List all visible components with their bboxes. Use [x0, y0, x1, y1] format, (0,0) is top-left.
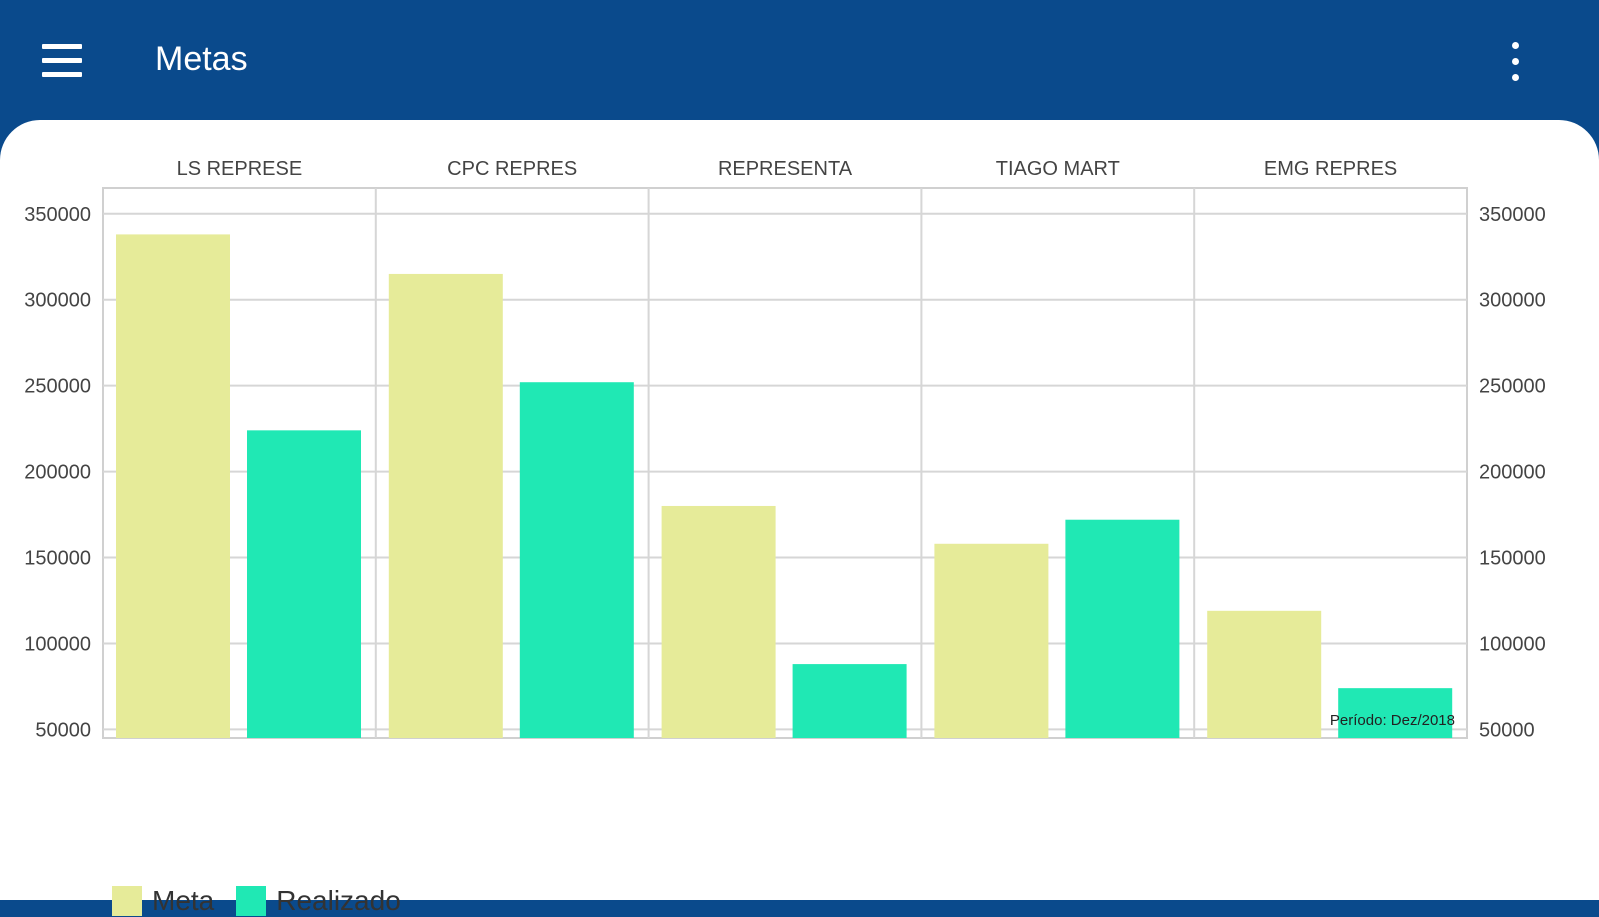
- legend-item-realizado[interactable]: Realizado: [236, 885, 401, 917]
- chart-legend: Meta Realizado: [112, 885, 423, 917]
- y-tick-label-right: 200000: [1479, 462, 1546, 484]
- legend-swatch-meta: [112, 886, 142, 916]
- y-tick-label-left: 200000: [24, 462, 91, 484]
- more-vert-icon[interactable]: [1500, 40, 1530, 84]
- bar-chart: 50000 50000 100000 100000 150000 150000 200000…: [24, 158, 1546, 741]
- y-tick-label-right: 100000: [1479, 633, 1546, 655]
- y-tick-label-left: 150000: [24, 548, 91, 570]
- legend-swatch-realizado: [236, 886, 267, 916]
- y-tick-label-left: 250000: [24, 376, 91, 398]
- bar-realizado-2: [792, 664, 907, 738]
- y-tick-label-right: 350000: [1479, 204, 1546, 226]
- page-title: Metas: [155, 40, 248, 78]
- legend-label-realizado: Realizado: [276, 885, 401, 916]
- bar-meta-4: [1207, 610, 1322, 738]
- y-tick-label-right: 50000: [1479, 719, 1535, 741]
- bar-meta-1: [388, 273, 503, 738]
- legend-item-meta[interactable]: Meta: [112, 885, 214, 917]
- chart-card: 50000 50000 100000 100000 150000 150000 200000…: [0, 120, 1599, 916]
- bar-meta-0: [116, 234, 230, 738]
- period-annotation: Período: Dez/2018: [1330, 712, 1455, 729]
- y-tick-label-right: 150000: [1479, 548, 1546, 570]
- bar-meta-2: [661, 505, 776, 738]
- category-label: REPRESENTA: [718, 158, 853, 180]
- legend-label-meta: Meta: [152, 885, 215, 916]
- y-tick-label-left: 50000: [35, 719, 91, 741]
- category-label: LS REPRESE: [177, 158, 303, 180]
- y-tick-label-right: 250000: [1479, 376, 1546, 398]
- y-tick-label-left: 300000: [24, 290, 91, 312]
- y-tick-label-left: 100000: [24, 633, 91, 655]
- category-label: CPC REPRES: [447, 158, 577, 180]
- y-tick-label-left: 350000: [24, 204, 91, 226]
- bar-realizado-3: [1065, 519, 1180, 738]
- category-label: EMG REPRES: [1264, 158, 1397, 180]
- app-bar: Metas: [0, 0, 1599, 125]
- category-label: TIAGO MART: [996, 158, 1120, 180]
- bar-realizado-4: [1338, 688, 1453, 738]
- plot-border: [102, 187, 1468, 739]
- bar-realizado-1: [519, 382, 634, 738]
- bar-realizado-0: [247, 430, 361, 738]
- bar-meta-3: [934, 543, 1049, 738]
- y-tick-label-right: 300000: [1479, 290, 1546, 312]
- hamburger-menu-icon[interactable]: [42, 44, 82, 78]
